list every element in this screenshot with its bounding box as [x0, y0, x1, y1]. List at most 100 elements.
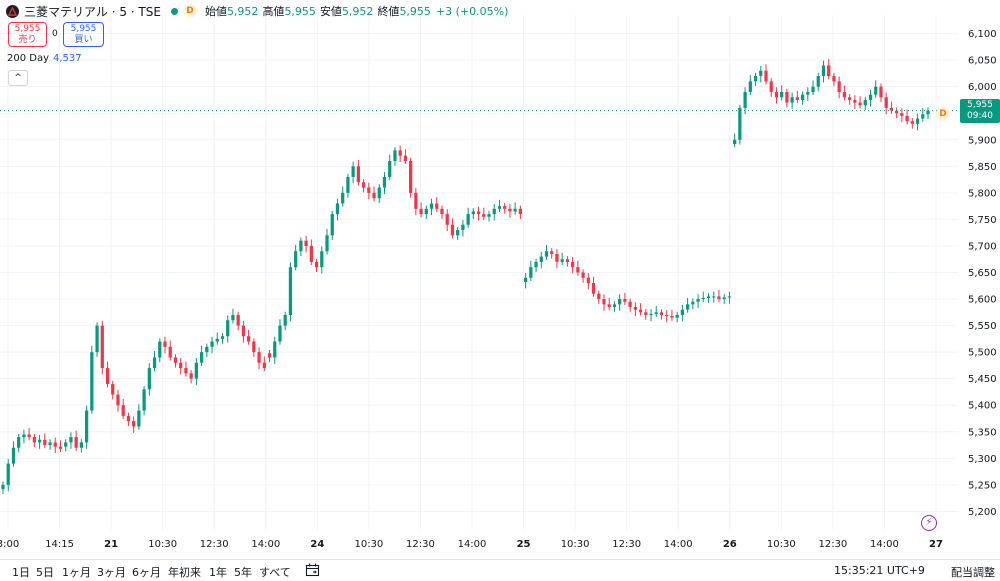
candle-body — [597, 293, 601, 300]
lightning-icon[interactable]: ⚡ — [921, 515, 937, 531]
indicator-name: 200 Day — [7, 53, 50, 64]
candle-body — [299, 240, 303, 252]
y-tick-label: 5,350 — [968, 427, 997, 438]
range-1m-button[interactable]: 1ヶ月 — [62, 566, 91, 579]
x-tick-label: 12:30 — [818, 539, 847, 550]
candle-body — [476, 211, 481, 215]
candle-body — [753, 76, 758, 82]
x-tick-label: 3:00 — [0, 539, 19, 550]
candle-body — [492, 208, 496, 215]
candle-body — [910, 121, 914, 124]
bottom-toolbar: 1日 5日 1ヶ月 3ヶ月 6ヶ月 年初来 1年 5年 すべて 15:35:21… — [0, 559, 1000, 581]
candle-body — [800, 94, 805, 100]
candle-body — [283, 314, 287, 326]
candle-body — [576, 267, 580, 273]
candle-body — [523, 277, 528, 283]
candle-body — [58, 446, 63, 449]
range-6m-button[interactable]: 6ヶ月 — [132, 566, 161, 579]
y-tick-label: 5,700 — [968, 241, 997, 252]
candle-body — [32, 437, 36, 443]
candle-body — [691, 301, 695, 305]
candle-body — [273, 341, 277, 358]
candle-body — [586, 277, 590, 284]
candle-body — [330, 214, 334, 236]
indicator-legend[interactable]: 200 Day 4,537 — [7, 53, 82, 64]
range-5y-button[interactable]: 5年 — [234, 566, 252, 579]
candle-body — [194, 362, 198, 379]
candle-body — [633, 307, 637, 310]
range-all-button[interactable]: すべて — [259, 566, 291, 579]
spread-value: 0 — [52, 29, 58, 39]
candle-body — [863, 99, 867, 106]
candle-body — [414, 192, 418, 209]
candle-body — [842, 91, 847, 98]
candle-body — [48, 442, 52, 446]
candle-body — [440, 208, 444, 215]
x-tick-label: 27 — [929, 539, 943, 550]
sell-button[interactable]: 5,955 売り — [8, 22, 47, 47]
symbol-legend: 三菱マテリアル · 5 · TSE D 始値 5,952 高値 5,955 安値… — [6, 3, 510, 19]
dividend-adjust-toggle[interactable]: 配当調整 — [951, 566, 995, 579]
candle-body — [288, 267, 293, 315]
dividend-marker[interactable]: D — [936, 107, 950, 121]
candle-body — [895, 110, 899, 114]
candle-body — [602, 299, 606, 305]
candle-body — [84, 410, 89, 443]
candle-body — [837, 81, 841, 92]
candle-body — [53, 442, 57, 447]
range-1y-button[interactable]: 1年 — [209, 566, 227, 579]
candle-body — [847, 97, 852, 100]
candle-body — [215, 338, 219, 342]
x-tick-label: 26 — [723, 539, 737, 550]
candle-body — [618, 299, 622, 305]
candle-body — [780, 91, 784, 98]
time-axis[interactable]: 3:00 14:15 21 10:30 12:30 14:00 24 10:30 12:30 14… — [0, 539, 943, 550]
candle-body — [267, 353, 272, 358]
high-value: 5,955 — [284, 4, 316, 18]
candle-body — [199, 352, 204, 363]
candle-body — [696, 299, 700, 302]
candle-body — [163, 341, 167, 347]
candle-body — [571, 261, 575, 268]
range-1d-button[interactable]: 1日 — [12, 566, 30, 579]
y-tick-label: 6,100 — [968, 29, 997, 40]
candle-body — [759, 70, 763, 77]
open-value: 5,952 — [226, 4, 259, 18]
candle-body — [445, 214, 449, 225]
candle-body — [471, 211, 475, 215]
y-tick-label: 5,500 — [968, 348, 997, 359]
x-tick-label: 10:30 — [561, 539, 590, 550]
candle-body — [508, 208, 512, 212]
y-tick-label: 5,400 — [968, 401, 997, 412]
candle-body — [435, 203, 439, 209]
grid-lines — [0, 15, 958, 530]
candle-body — [874, 86, 878, 95]
calendar-icon[interactable] — [305, 563, 320, 577]
candle-body — [314, 261, 319, 268]
candle-body — [785, 91, 789, 103]
candle-body — [738, 107, 742, 140]
candle-body — [37, 439, 42, 443]
candle-body — [320, 251, 324, 268]
close-label: 終値 — [377, 5, 400, 18]
sell-label: 売り — [18, 35, 37, 45]
candle-body — [116, 394, 120, 406]
candle-body — [226, 320, 230, 337]
range-5d-button[interactable]: 5日 — [36, 566, 54, 579]
candle-body — [581, 272, 585, 278]
buy-button[interactable]: 5,955 買い — [63, 22, 104, 47]
y-tick-label: 5,200 — [968, 507, 997, 518]
collapse-legend-button[interactable]: ^ — [8, 70, 28, 86]
candle-body — [105, 368, 110, 384]
candle-body — [513, 208, 517, 212]
candle-body — [649, 313, 653, 315]
candle-body — [654, 312, 658, 314]
candle-body — [706, 296, 711, 298]
symbol-name[interactable]: 三菱マテリアル · 5 · TSE — [24, 4, 161, 19]
candle-body — [795, 97, 799, 100]
range-3m-button[interactable]: 3ヶ月 — [97, 566, 126, 579]
candle-body — [278, 325, 282, 342]
clock-timezone[interactable]: 15:35:21 UTC+9 — [834, 564, 925, 577]
range-ytd-button[interactable]: 年初来 — [168, 566, 201, 579]
